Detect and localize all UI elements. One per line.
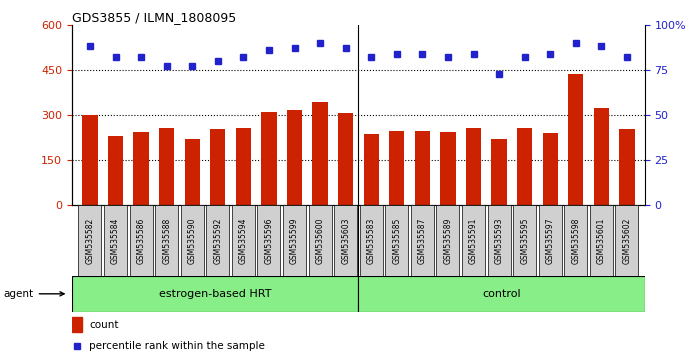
FancyBboxPatch shape [513,205,536,276]
Text: GDS3855 / ILMN_1808095: GDS3855 / ILMN_1808095 [72,11,236,24]
FancyBboxPatch shape [104,205,127,276]
Text: GSM535585: GSM535585 [392,217,401,264]
FancyBboxPatch shape [283,205,306,276]
FancyBboxPatch shape [232,205,255,276]
FancyBboxPatch shape [488,205,510,276]
Text: GSM535593: GSM535593 [495,217,504,264]
FancyBboxPatch shape [72,276,358,312]
FancyBboxPatch shape [257,205,281,276]
Bar [287,110,302,205]
Bar [185,139,200,205]
Text: GSM535582: GSM535582 [86,218,95,264]
Text: GSM535603: GSM535603 [341,217,350,264]
FancyBboxPatch shape [539,205,562,276]
FancyBboxPatch shape [436,205,460,276]
Text: GSM535590: GSM535590 [188,217,197,264]
Text: GSM535591: GSM535591 [469,217,478,264]
FancyBboxPatch shape [358,276,645,312]
Text: GSM535587: GSM535587 [418,217,427,264]
Bar [593,108,609,205]
FancyBboxPatch shape [206,205,229,276]
Text: GSM535597: GSM535597 [546,217,555,264]
Text: GSM535598: GSM535598 [571,217,580,264]
FancyBboxPatch shape [130,205,152,276]
Bar [619,129,635,205]
FancyBboxPatch shape [309,205,331,276]
Text: GSM535583: GSM535583 [367,217,376,264]
Text: GSM535600: GSM535600 [316,217,324,264]
FancyBboxPatch shape [155,205,178,276]
FancyBboxPatch shape [78,205,102,276]
Bar [543,133,558,205]
Bar [415,131,430,205]
Bar [338,113,353,205]
Text: GSM535586: GSM535586 [137,217,145,264]
Text: GSM535589: GSM535589 [443,217,453,264]
Text: GSM535596: GSM535596 [264,217,274,264]
Bar [159,128,174,205]
FancyBboxPatch shape [590,205,613,276]
Bar [364,134,379,205]
Text: GSM535584: GSM535584 [111,217,120,264]
FancyBboxPatch shape [334,205,357,276]
Text: percentile rank within the sample: percentile rank within the sample [89,341,265,351]
Bar [236,128,251,205]
Text: count: count [89,320,119,330]
Text: control: control [482,289,521,299]
FancyBboxPatch shape [462,205,485,276]
Bar [108,136,123,205]
Text: GSM535599: GSM535599 [290,217,299,264]
Text: agent: agent [3,289,64,299]
Bar [82,115,97,205]
Bar [389,131,405,205]
Bar [491,139,507,205]
Bar [210,129,226,205]
Bar [72,317,82,332]
FancyBboxPatch shape [615,205,639,276]
Text: GSM535595: GSM535595 [520,217,529,264]
Bar [312,102,328,205]
Text: estrogen-based HRT: estrogen-based HRT [159,289,272,299]
Text: GSM535602: GSM535602 [622,217,631,264]
Bar [568,74,584,205]
Bar [261,112,276,205]
FancyBboxPatch shape [180,205,204,276]
FancyBboxPatch shape [411,205,434,276]
Text: GSM535588: GSM535588 [162,218,171,264]
FancyBboxPatch shape [565,205,587,276]
FancyBboxPatch shape [359,205,383,276]
Text: GSM535594: GSM535594 [239,217,248,264]
Text: GSM535592: GSM535592 [213,217,222,264]
Text: GSM535601: GSM535601 [597,217,606,264]
Bar [440,132,456,205]
Bar [133,132,149,205]
Bar [517,128,532,205]
FancyBboxPatch shape [386,205,408,276]
Bar [466,128,481,205]
